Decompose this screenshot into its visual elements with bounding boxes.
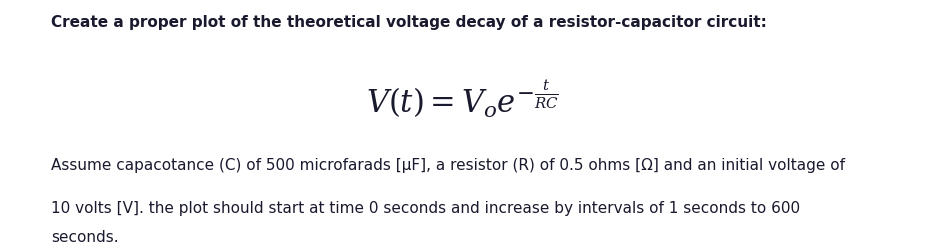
Text: Assume capacotance (C) of 500 microfarads [μF], a resistor (R) of 0.5 ohms [Ω] a: Assume capacotance (C) of 500 microfarad… [51,158,845,173]
Text: seconds.: seconds. [51,229,118,245]
Text: 10 volts [V]. the plot should start at time 0 seconds and increase by intervals : 10 volts [V]. the plot should start at t… [51,201,800,216]
Text: Create a proper plot of the theoretical voltage decay of a resistor-capacitor ci: Create a proper plot of the theoretical … [51,15,767,30]
Text: $V(t) = V_o e^{-\frac{t}{RC}}$: $V(t) = V_o e^{-\frac{t}{RC}}$ [366,78,559,120]
